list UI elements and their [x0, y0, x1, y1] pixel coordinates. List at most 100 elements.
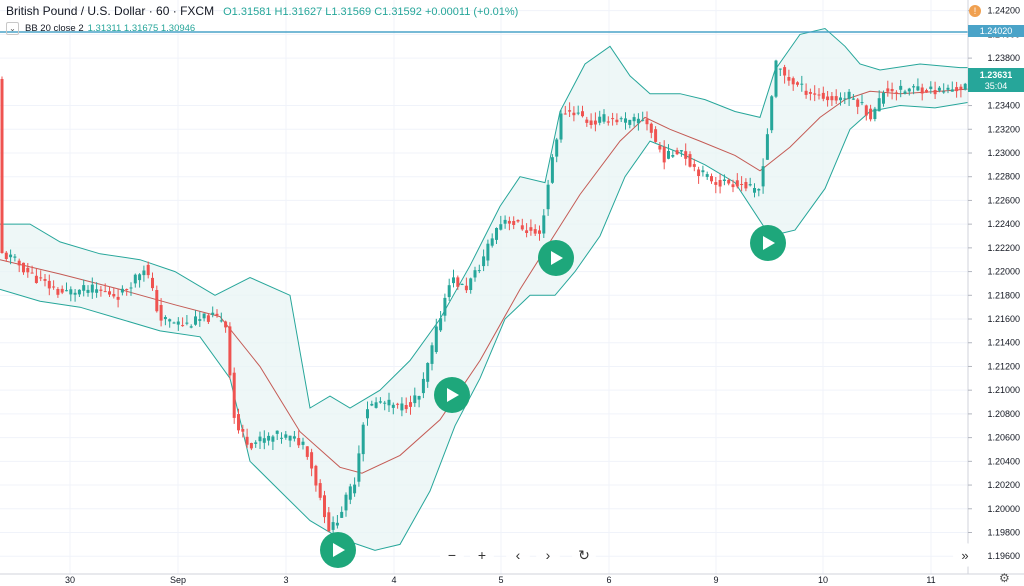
candle-body — [615, 119, 619, 123]
candle-body — [224, 321, 228, 328]
candle-body — [563, 113, 567, 115]
price-axis-background — [968, 0, 1024, 574]
candle-body — [955, 87, 959, 92]
candle-body — [821, 92, 825, 99]
candle-body — [675, 150, 679, 155]
candle-body — [133, 274, 137, 284]
candle-body — [516, 220, 520, 222]
candle-body — [701, 170, 705, 173]
candle-body — [959, 86, 963, 90]
candle-body — [907, 88, 911, 92]
candle-body — [933, 90, 937, 95]
candle-body — [873, 108, 877, 119]
candle-body — [847, 91, 851, 99]
indicator-legend: ⌄ BB 20 close 2 1.31311 1.31675 1.30946 — [6, 22, 195, 35]
zoom-out-button[interactable]: − — [440, 543, 464, 567]
candle-body — [929, 86, 933, 89]
candle-body — [697, 169, 701, 176]
candle-body — [731, 184, 735, 188]
price-tick-label: 1.22800 — [987, 172, 1020, 182]
indicator-label[interactable]: BB 20 close 2 — [25, 23, 84, 34]
candle-body — [353, 484, 357, 494]
candle-body — [937, 87, 941, 91]
candle-body — [391, 404, 395, 408]
candle-body — [17, 260, 21, 266]
horizontal-line-price-label: 1.24020 — [980, 26, 1013, 36]
candle-body — [189, 326, 193, 328]
candle-body — [439, 318, 443, 331]
candle-body — [894, 92, 898, 94]
chart-navigation-toolbar: − + ‹ › ↻ — [440, 543, 596, 567]
scroll-to-realtime-button[interactable]: » — [953, 543, 977, 567]
candle-body — [400, 403, 404, 411]
candle-body — [533, 229, 537, 234]
candle-body — [52, 286, 56, 288]
bollinger-band-fill — [0, 28, 985, 551]
candle-body — [452, 277, 455, 284]
candle-body — [649, 123, 653, 133]
candle-body — [194, 316, 197, 325]
candle-body — [340, 511, 344, 518]
chevron-down-icon[interactable]: ⌄ — [6, 22, 19, 35]
scroll-left-button[interactable]: ‹ — [506, 543, 530, 567]
candle-body — [258, 436, 262, 442]
price-tick-label: 1.20400 — [987, 456, 1020, 466]
reset-chart-button[interactable]: ↻ — [572, 543, 596, 567]
candle-body — [310, 452, 314, 469]
candle-body — [800, 83, 804, 85]
candle-body — [916, 86, 920, 91]
candle-body — [95, 289, 99, 293]
candle-body — [826, 96, 830, 101]
candle-body — [151, 277, 154, 289]
candle-body — [176, 321, 180, 325]
candle-body — [869, 108, 873, 120]
candle-body — [103, 291, 107, 293]
candle-body — [82, 285, 86, 291]
candle-body — [636, 118, 640, 124]
candle-body — [47, 280, 51, 289]
candle-body — [219, 320, 223, 322]
candle-body — [155, 290, 159, 312]
last-price-tag — [968, 68, 1024, 92]
candle-body — [43, 279, 47, 281]
alert-icon[interactable]: ! — [969, 5, 981, 17]
candle-body — [211, 312, 215, 315]
time-tick-label: 6 — [606, 575, 611, 585]
time-axis[interactable]: 30 Sep 3 4 5 6 9 10 11 — [65, 575, 936, 585]
candle-body — [90, 284, 94, 293]
candle-body — [447, 285, 451, 298]
candle-body — [146, 264, 150, 276]
candle-body — [495, 228, 498, 240]
candle-body — [77, 289, 81, 295]
candle-body — [942, 91, 946, 93]
candle-body — [56, 289, 60, 295]
candle-body — [546, 184, 550, 210]
candle-body — [469, 278, 473, 290]
candle-body — [619, 118, 623, 120]
candle-body — [181, 325, 185, 327]
last-price-label: 1.23631 — [980, 70, 1013, 80]
candle-body — [632, 117, 636, 122]
candle-body — [112, 294, 116, 297]
candle-body — [817, 94, 821, 96]
candle-body — [237, 414, 240, 431]
bollinger-lower-band — [0, 99, 986, 551]
price-tick-label: 1.21200 — [987, 361, 1020, 371]
candle-body — [456, 277, 460, 287]
candle-body — [688, 154, 692, 167]
scroll-right-button[interactable]: › — [536, 543, 560, 567]
candle-body — [366, 409, 369, 419]
price-axis[interactable]: 1.242001.240001.238001.234001.232001.230… — [968, 6, 1020, 562]
candle-body — [851, 98, 855, 100]
candle-body — [740, 184, 744, 185]
gear-icon[interactable]: ⚙ — [999, 571, 1010, 585]
zoom-in-button[interactable]: + — [470, 543, 494, 567]
candle-body — [4, 252, 8, 259]
play-markers — [320, 225, 786, 568]
time-tick-label: 5 — [498, 575, 503, 585]
symbol-title[interactable]: British Pound / U.S. Dollar · 60 · FXCM — [6, 4, 215, 18]
candle-body — [628, 119, 632, 125]
candle-body — [409, 402, 412, 407]
time-tick-label: 9 — [713, 575, 718, 585]
